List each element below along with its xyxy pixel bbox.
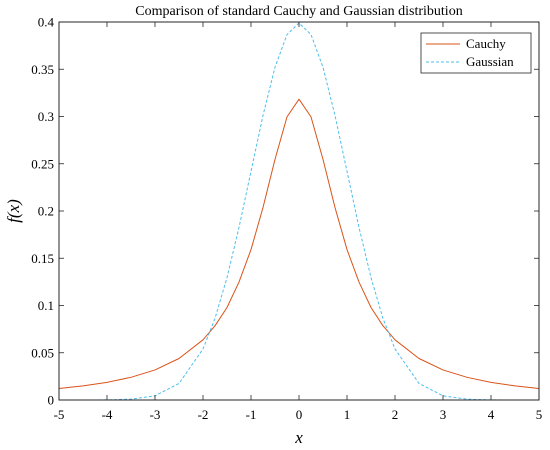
y-axis-ticks: 0 0.05 0.1 0.15 0.2 0.25 0.3 0.35 0.4 bbox=[31, 15, 539, 408]
legend-label-cauchy: Cauchy bbox=[466, 36, 506, 51]
chart-title: Comparison of standard Cauchy and Gaussi… bbox=[135, 4, 462, 19]
plot-frame bbox=[58, 21, 540, 401]
y-tick-label: 0.2 bbox=[38, 204, 54, 219]
x-tick-label: -3 bbox=[150, 407, 161, 422]
x-tick-label: 3 bbox=[440, 407, 447, 422]
y-tick-label: 0.3 bbox=[38, 109, 54, 124]
x-tick-label: 4 bbox=[488, 407, 495, 422]
x-tick-label: -5 bbox=[54, 407, 65, 422]
x-tick-label: -2 bbox=[198, 407, 209, 422]
series-line-cauchy bbox=[58, 98, 540, 389]
x-tick-label: -1 bbox=[246, 407, 257, 422]
x-tick-label: 2 bbox=[392, 407, 399, 422]
x-tick-label: 5 bbox=[536, 407, 543, 422]
y-axis-label: f(x) bbox=[4, 199, 23, 223]
legend-label-gaussian: Gaussian bbox=[466, 54, 514, 69]
legend: Cauchy Gaussian bbox=[420, 32, 532, 74]
y-tick-label: 0.15 bbox=[31, 251, 54, 266]
y-tick-label: 0.1 bbox=[38, 298, 54, 313]
y-tick-label: 0.25 bbox=[31, 156, 54, 171]
x-tick-label: -4 bbox=[102, 407, 113, 422]
x-tick-label: 1 bbox=[344, 407, 351, 422]
y-tick-label: 0 bbox=[48, 393, 55, 408]
plot-area bbox=[58, 22, 540, 401]
y-tick-label: 0.35 bbox=[31, 62, 54, 77]
series-line-gaussian bbox=[59, 22, 539, 401]
x-axis-ticks: -5 -4 -3 -2 -1 0 1 2 3 4 5 bbox=[54, 22, 543, 422]
x-tick-label: 0 bbox=[296, 407, 303, 422]
legend-box bbox=[420, 32, 532, 74]
x-axis-label: x bbox=[294, 428, 303, 447]
y-tick-label: 0.4 bbox=[38, 15, 55, 30]
y-tick-label: 0.05 bbox=[31, 345, 54, 360]
